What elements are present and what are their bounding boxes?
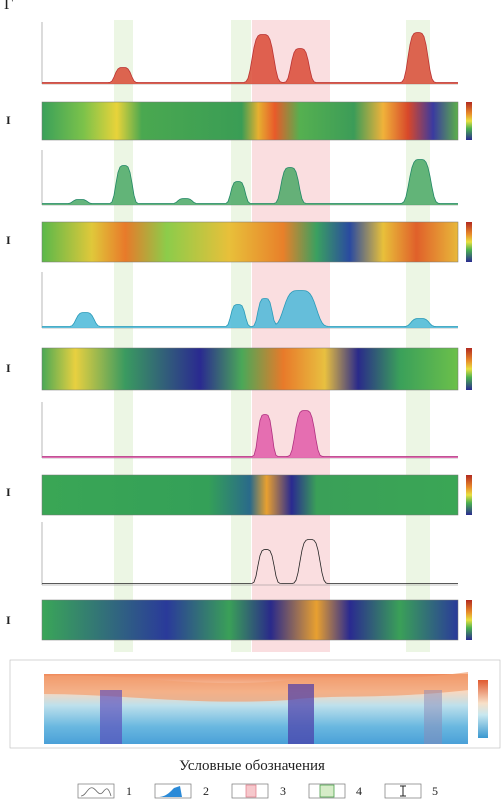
legend-title: Условные обозначения xyxy=(179,758,325,774)
legend-box xyxy=(308,783,346,799)
panel-label: I xyxy=(6,485,11,499)
section-colorbar xyxy=(478,680,488,738)
curve xyxy=(42,159,458,204)
curve-fill xyxy=(42,159,458,205)
heatmap xyxy=(42,348,458,390)
legend-icon xyxy=(245,784,257,798)
legend-box xyxy=(384,783,422,799)
legend: 1 2 3 4 5 xyxy=(77,783,438,799)
colorbar xyxy=(466,475,472,515)
legend-item: 3 xyxy=(280,784,286,798)
panel-label: I xyxy=(6,361,11,375)
heatmap xyxy=(42,600,458,640)
section-column xyxy=(424,690,442,744)
colorbar xyxy=(466,222,472,262)
legend-item: 1 xyxy=(126,784,132,798)
heatmap xyxy=(42,222,458,262)
heatmap-frame xyxy=(41,221,459,263)
legend-item: 5 xyxy=(432,784,438,798)
cross-section xyxy=(9,659,501,749)
colorbar xyxy=(466,348,472,390)
section-layer xyxy=(44,672,468,702)
legend-icon xyxy=(158,786,182,797)
panel-label: I xyxy=(6,613,11,627)
figure-label: Г xyxy=(4,0,13,13)
heatmap-frame xyxy=(41,599,459,641)
legend-icon xyxy=(80,787,112,797)
section-frame xyxy=(9,659,501,749)
legend-box xyxy=(154,783,192,799)
legend-icon xyxy=(400,785,406,797)
curve-fill xyxy=(42,32,458,84)
colorbar xyxy=(466,600,472,640)
panel-label: I xyxy=(6,113,11,127)
legend-icon xyxy=(319,784,335,798)
panel-label: I xyxy=(6,233,11,247)
section-column xyxy=(100,690,122,744)
curve-fill xyxy=(42,290,458,328)
legend-box xyxy=(231,783,269,799)
legend-item: 4 xyxy=(356,784,362,798)
heatmap-frame xyxy=(41,101,459,141)
section-column xyxy=(288,684,314,744)
curve xyxy=(42,410,458,457)
curve xyxy=(42,290,458,327)
curve xyxy=(42,32,458,83)
heatmap xyxy=(42,102,458,140)
legend-box xyxy=(77,783,115,799)
legend-item: 2 xyxy=(203,784,209,798)
curve xyxy=(42,539,458,584)
heatmap-frame xyxy=(41,347,459,391)
heatmap xyxy=(42,475,458,515)
heatmap-frame xyxy=(41,474,459,516)
colorbar xyxy=(466,102,472,140)
